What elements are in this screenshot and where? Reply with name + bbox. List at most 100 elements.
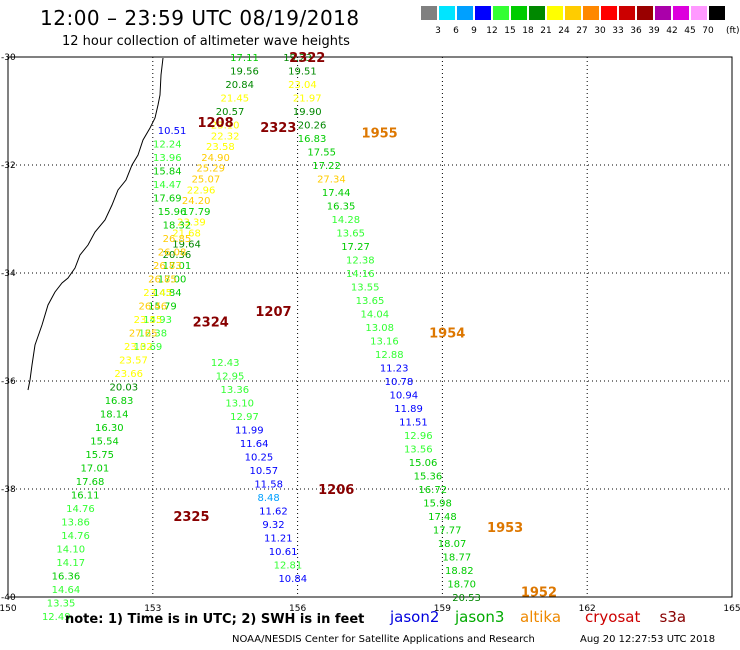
- wave-height-value: 15.96: [158, 207, 187, 218]
- wave-height-value: 13.35: [47, 598, 76, 609]
- wave-height-value: 17.01: [163, 261, 192, 272]
- wave-height-value: 25.29: [196, 164, 225, 175]
- legend-item: jason3: [455, 608, 505, 626]
- wave-height-value: 15.84: [153, 166, 182, 177]
- track-time-label: 2324: [193, 316, 229, 331]
- wave-height-value: 20.57: [216, 107, 245, 118]
- wave-height-value: 12.96: [404, 431, 433, 442]
- wave-height-value: 10.61: [269, 547, 298, 558]
- wave-height-value: 26.46: [138, 301, 167, 312]
- scale-box: [475, 6, 491, 20]
- wave-height-value: 26.85: [148, 274, 177, 285]
- y-tick-label: -36: [1, 377, 16, 387]
- wave-height-value: 17.68: [76, 477, 105, 488]
- scale-box: [709, 6, 725, 20]
- wave-height-value: 16.83: [105, 396, 134, 407]
- track-time-label: 2322: [289, 51, 325, 66]
- wave-height-value: 17.27: [341, 242, 370, 253]
- wave-height-value: 25.07: [192, 175, 221, 186]
- page-title: 12:00 – 23:59 UTC 08/19/2018: [40, 6, 360, 30]
- scale-box: [565, 6, 581, 20]
- wave-height-value: 12.95: [216, 372, 245, 383]
- wave-height-value: 18.70: [447, 580, 476, 591]
- timestamp: Aug 20 12:27:53 UTC 2018: [580, 634, 716, 645]
- scale-label: 45: [684, 26, 696, 36]
- scale-box: [691, 6, 707, 20]
- page-subtitle: 12 hour collection of altimeter wave hei…: [62, 34, 350, 49]
- wave-height-value: 14.76: [66, 504, 95, 515]
- legend-item: jason2: [390, 608, 440, 626]
- wave-height-value: 14.76: [61, 531, 90, 542]
- scale-box: [673, 6, 689, 20]
- wave-height-value: 16.83: [298, 134, 327, 145]
- wave-height-value: 13.96: [153, 153, 182, 164]
- wave-height-value: 20.26: [298, 121, 327, 132]
- wave-height-value: 14.47: [153, 180, 182, 191]
- wave-height-value: 10.51: [158, 126, 187, 137]
- scale-box: [529, 6, 545, 20]
- wave-height-value: 12.97: [230, 412, 259, 423]
- wave-height-value: 9.32: [262, 520, 284, 531]
- wave-height-value: 21.45: [221, 94, 250, 105]
- wave-height-value: 21.68: [172, 229, 201, 240]
- wave-height-value: 12.43: [211, 358, 240, 369]
- wave-height-value: 14.28: [332, 215, 361, 226]
- wave-height-value: 19.64: [172, 239, 201, 250]
- x-tick-label: 159: [434, 604, 451, 614]
- track-time-label: 1206: [318, 483, 354, 498]
- wave-height-value: 16.30: [95, 423, 124, 434]
- wave-height-value: 17.44: [322, 188, 351, 199]
- wave-height-value: 15.98: [423, 499, 452, 510]
- wave-height-value: 13.86: [61, 517, 90, 528]
- x-tick-label: 156: [289, 604, 306, 614]
- wave-height-value: 24.20: [182, 196, 211, 207]
- wave-height-value: 10.57: [249, 466, 278, 477]
- wave-height-value: 23.39: [177, 218, 206, 229]
- wave-height-value: 17.01: [81, 463, 110, 474]
- scale-label: 30: [594, 26, 606, 36]
- wave-height-value: 17.00: [158, 274, 187, 285]
- wave-height-value: 24.90: [201, 153, 230, 164]
- scale-box: [511, 6, 527, 20]
- wave-height-value: 22.96: [187, 185, 216, 196]
- wave-height-value: 10.78: [385, 377, 414, 388]
- wave-height-value: 15.54: [90, 436, 119, 447]
- scale-label: 9: [471, 26, 477, 36]
- wave-height-value: 14.17: [56, 558, 85, 569]
- wave-height-value: 17.48: [428, 512, 457, 523]
- scale-box: [583, 6, 599, 20]
- scale-label: 42: [666, 26, 678, 36]
- scale-box: [547, 6, 563, 20]
- wave-height-value: 23.57: [119, 355, 148, 366]
- wave-height-value: 12.81: [274, 561, 303, 572]
- wave-height-value: 13.69: [134, 342, 163, 353]
- wave-height-value: 15.75: [85, 450, 114, 461]
- wave-height-value: 16.11: [71, 490, 100, 501]
- track-time-label: 2323: [260, 121, 296, 136]
- scale-box: [655, 6, 671, 20]
- y-tick-label: -30: [1, 53, 16, 63]
- scale-label: 3: [435, 26, 441, 36]
- wave-height-value: 10.84: [278, 574, 307, 585]
- wave-height-value: 11.58: [254, 480, 283, 491]
- wave-height-value: 14.93: [143, 315, 172, 326]
- wave-height-value: 16.35: [327, 202, 356, 213]
- legend-item: cryosat: [585, 608, 641, 626]
- x-tick-label: 153: [144, 604, 161, 614]
- wave-height-value: 13.08: [365, 323, 394, 334]
- wave-height-value: 13.56: [404, 445, 433, 456]
- track-time-label: 1952: [521, 586, 557, 601]
- wave-height-value: 18.32: [163, 220, 192, 231]
- track-time-label: 1208: [197, 116, 233, 131]
- wave-height-value: 14.16: [346, 269, 375, 280]
- wave-height-value: 13.65: [356, 296, 385, 307]
- wave-height-value: 19.56: [230, 67, 259, 78]
- y-tick-label: -40: [1, 593, 16, 603]
- wave-height-value: 12.24: [153, 139, 182, 150]
- track-time-label: 1953: [487, 521, 523, 536]
- scale-label: 33: [612, 26, 624, 36]
- footer-note: note: 1) Time is in UTC; 2) SWH is in fe…: [65, 612, 365, 627]
- wave-height-value: 11.23: [380, 364, 409, 375]
- wave-height-value: 18.07: [438, 539, 467, 550]
